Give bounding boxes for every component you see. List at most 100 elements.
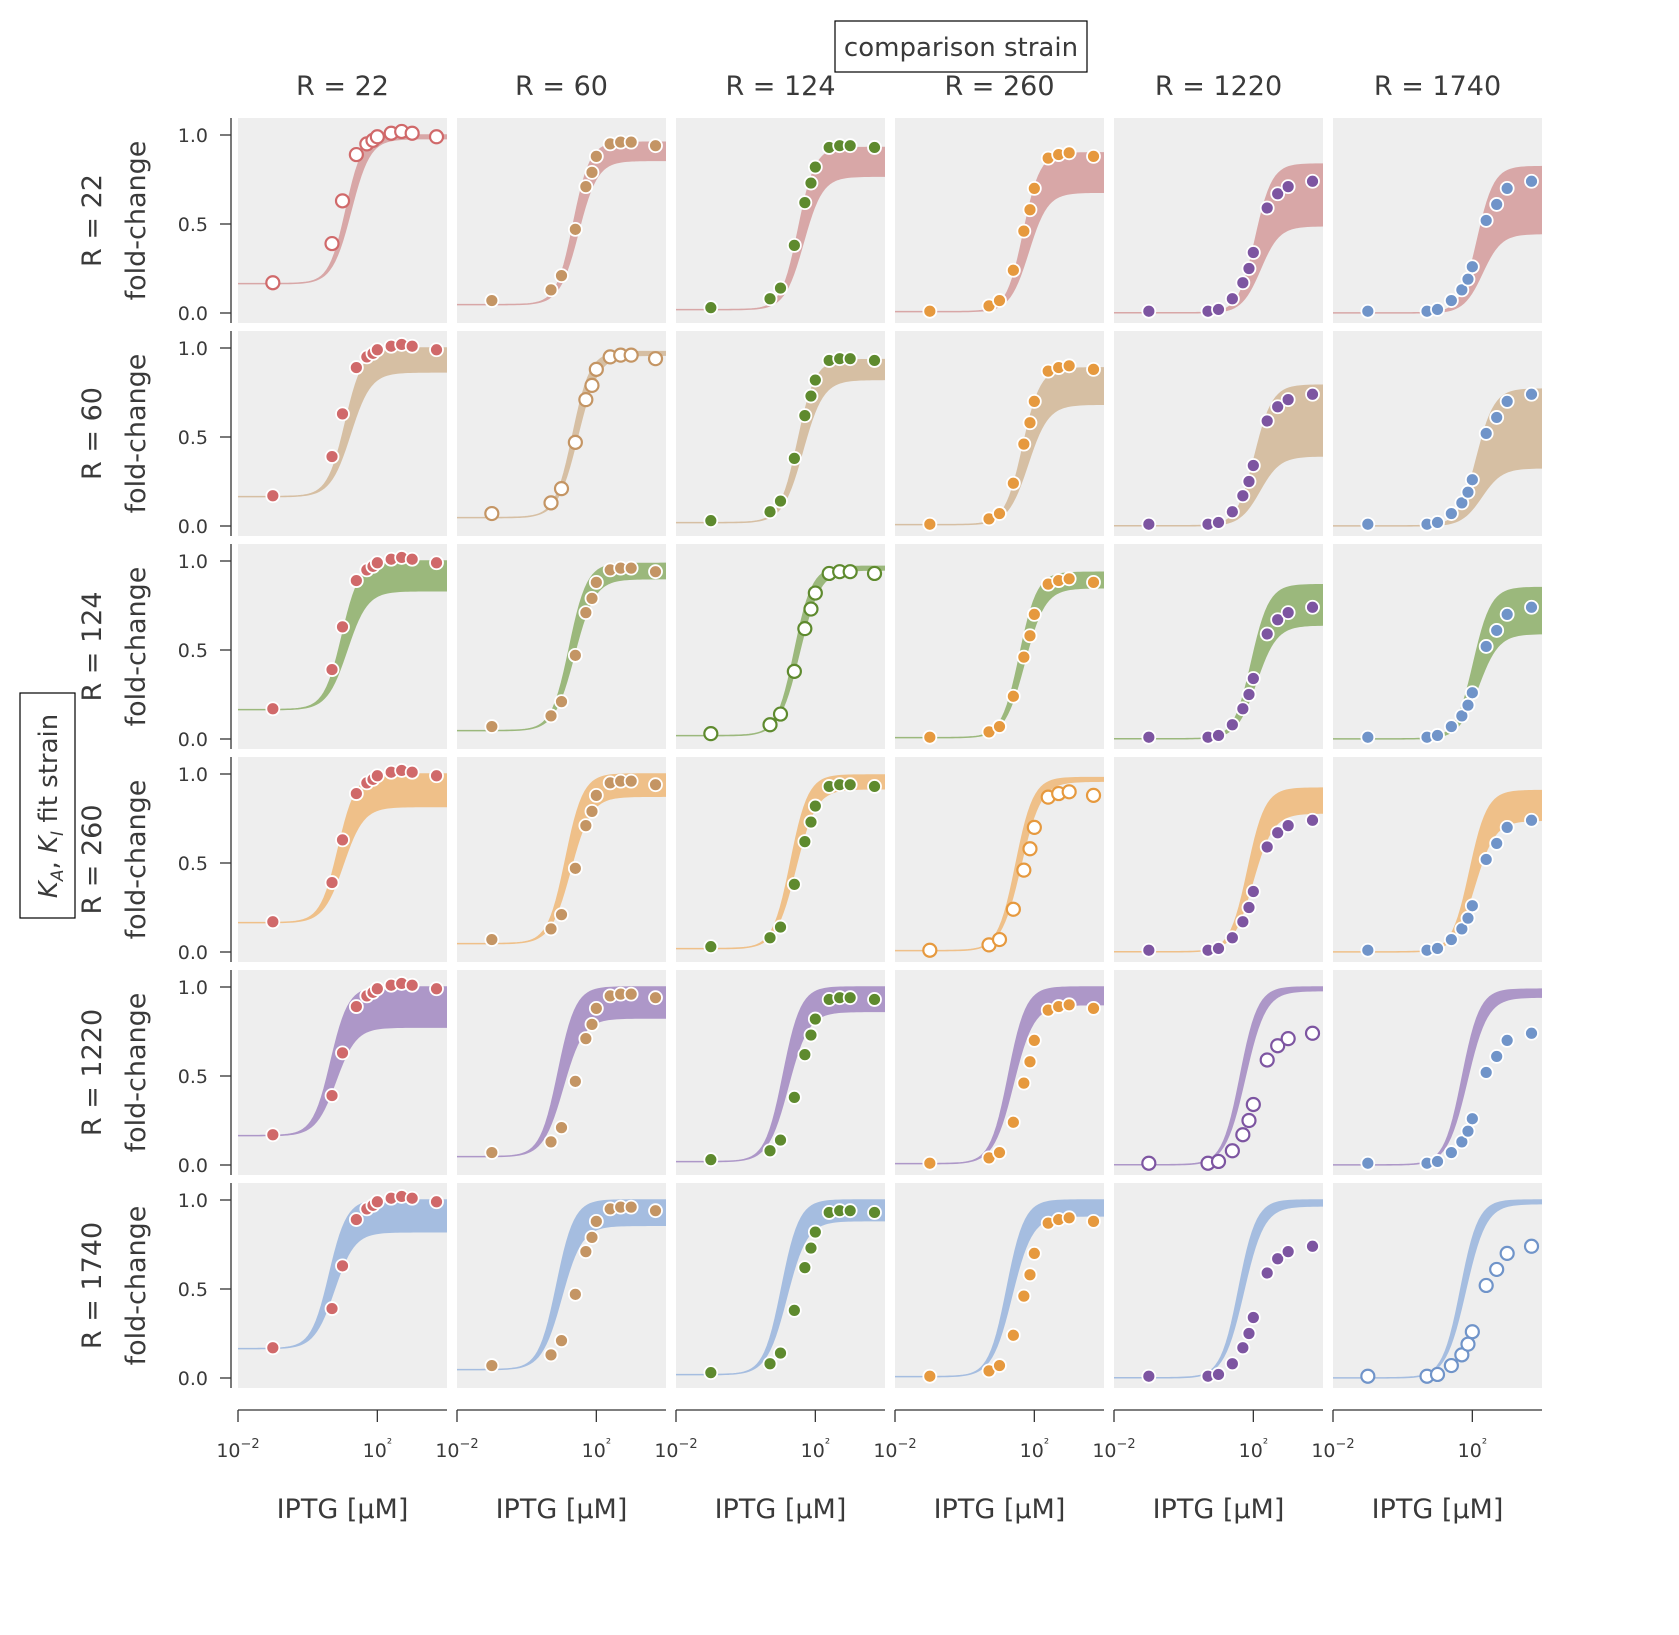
- data-point: [1016, 862, 1032, 878]
- column-title: R = 124: [725, 71, 835, 102]
- data-point: [1061, 358, 1077, 374]
- data-point: [429, 555, 444, 571]
- data-point: [1241, 474, 1257, 489]
- data-point: [1016, 649, 1032, 665]
- data-point: [484, 932, 500, 947]
- data-point: [1499, 393, 1515, 409]
- panel: [895, 544, 1104, 749]
- data-point: [1086, 361, 1101, 377]
- data-point: [1026, 1033, 1042, 1048]
- data-point: [703, 939, 719, 955]
- data-point: [1464, 1324, 1480, 1340]
- data-point: [265, 1127, 281, 1143]
- fit-credible-band: [1114, 583, 1323, 740]
- data-point: [348, 360, 364, 375]
- panel: [1114, 118, 1323, 323]
- fit-credible-band: [1114, 163, 1323, 314]
- data-point: [543, 282, 559, 298]
- data-point: [623, 347, 639, 363]
- row-group-title: KA, KI fit strain: [34, 714, 68, 898]
- data-point: [404, 551, 420, 567]
- data-point: [1499, 1245, 1515, 1262]
- data-point: [1443, 932, 1459, 947]
- panel-background: [1333, 1183, 1542, 1388]
- data-point: [797, 1260, 813, 1276]
- data-point: [369, 342, 385, 358]
- data-point: [1211, 302, 1226, 317]
- data-point: [992, 293, 1007, 308]
- fit-credible-band: [1333, 388, 1542, 527]
- data-point: [404, 764, 420, 780]
- data-point: [543, 1134, 559, 1150]
- data-point: [1270, 612, 1286, 628]
- data-point: [1141, 516, 1157, 532]
- data-point: [1022, 202, 1038, 218]
- data-point: [584, 803, 600, 819]
- data-point: [1259, 200, 1275, 216]
- fit-credible-band: [1114, 1199, 1323, 1379]
- data-point: [543, 708, 559, 724]
- panel: [1333, 757, 1542, 962]
- data-point: [567, 1286, 583, 1302]
- data-point: [1460, 484, 1476, 500]
- data-point: [648, 138, 663, 154]
- x-axis-label: IPTG [µM]: [1372, 1494, 1504, 1525]
- data-point: [1086, 574, 1101, 590]
- data-point: [567, 647, 583, 663]
- data-point: [1524, 173, 1539, 189]
- data-point: [803, 1027, 819, 1043]
- data-point: [1022, 1267, 1038, 1283]
- fit-credible-band: [895, 152, 1104, 313]
- fit-credible-band: [895, 1199, 1104, 1378]
- data-point: [334, 193, 351, 209]
- data-point: [1360, 303, 1376, 319]
- data-point: [1280, 818, 1296, 834]
- data-point: [1280, 605, 1296, 621]
- column-group-title: comparison strain: [844, 33, 1078, 63]
- data-point: [1086, 148, 1101, 164]
- data-point: [773, 919, 788, 935]
- data-point: [1016, 1075, 1032, 1091]
- fit-credible-band: [238, 347, 447, 498]
- data-point: [1489, 1049, 1505, 1064]
- data-point: [1245, 884, 1261, 899]
- data-point: [265, 701, 281, 717]
- data-point: [1211, 941, 1226, 956]
- panel: [1333, 970, 1542, 1175]
- data-point: [1061, 784, 1077, 800]
- fit-credible-band: [895, 571, 1104, 739]
- data-point: [773, 1345, 788, 1361]
- data-point: [922, 1155, 938, 1171]
- data-point: [786, 237, 802, 253]
- panel: [238, 118, 447, 323]
- column-title: R = 60: [515, 71, 608, 102]
- data-point: [1016, 436, 1032, 452]
- data-point: [623, 134, 639, 150]
- data-point: [1524, 599, 1539, 615]
- y-tick-label: 0.5: [178, 640, 208, 662]
- data-point: [1005, 901, 1021, 917]
- panel: [238, 1183, 447, 1388]
- data-point: [1022, 628, 1038, 644]
- panel-background: [457, 331, 666, 536]
- data-point: [578, 1031, 594, 1047]
- data-point: [866, 565, 883, 582]
- data-point: [324, 449, 340, 464]
- x-tick-label: 10²: [1458, 1437, 1487, 1462]
- data-point: [803, 601, 819, 617]
- data-point: [1224, 1143, 1240, 1159]
- data-point: [1524, 812, 1539, 828]
- data-point: [335, 619, 350, 635]
- data-point: [1005, 475, 1021, 491]
- panel: [1114, 331, 1323, 536]
- y-axis-label: fold-change: [121, 567, 152, 727]
- row-title: R = 1220: [77, 1009, 108, 1136]
- data-point: [842, 564, 858, 580]
- data-point: [703, 1365, 719, 1381]
- panel: [895, 970, 1104, 1175]
- fit-credible-band: [895, 367, 1104, 526]
- data-point: [762, 291, 778, 307]
- x-tick-label: 10²: [801, 1437, 830, 1462]
- data-point: [404, 977, 420, 993]
- data-point: [1141, 1368, 1157, 1384]
